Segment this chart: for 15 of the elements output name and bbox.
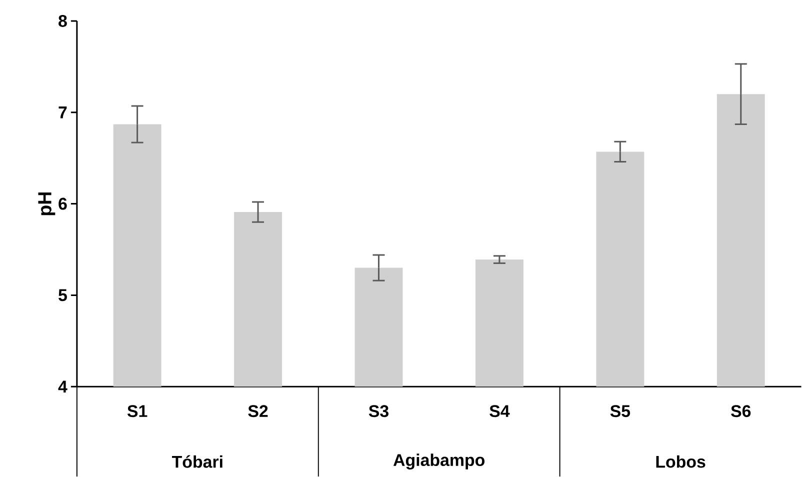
text: Lobos [656, 455, 706, 468]
y-tick-label: 6 [58, 198, 67, 210]
y-tick-label: 7 [58, 106, 67, 118]
text: Agiabampo [393, 454, 484, 470]
y-tick-label: 4 [58, 380, 68, 392]
x-tick-label: S6 [731, 405, 751, 418]
x-tick-label: S5 [610, 405, 630, 418]
x-tick-label: S4 [490, 405, 510, 418]
y-tick-label: 8 [58, 14, 67, 27]
x-tick-label: S3 [368, 405, 388, 418]
y-tick-label: 5 [58, 289, 67, 302]
y-axis-title: pH [38, 192, 56, 216]
x-tick-label: S2 [248, 405, 268, 418]
x-tick-label: S1 [127, 405, 148, 418]
text: Tóbari [172, 455, 222, 468]
